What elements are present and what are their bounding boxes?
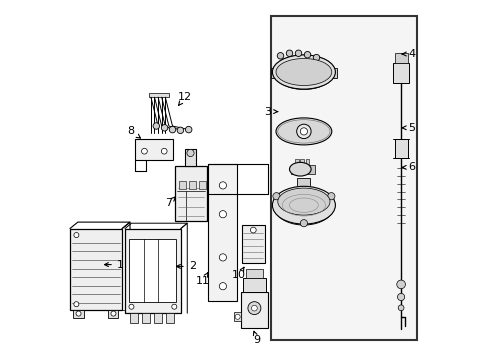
Bar (270, 68, 277, 78)
Circle shape (74, 233, 79, 238)
Bar (300, 159, 303, 164)
Circle shape (161, 125, 167, 131)
Bar (243, 278, 265, 292)
Text: 3: 3 (264, 107, 277, 117)
Bar (245, 269, 263, 278)
Circle shape (397, 293, 404, 301)
Text: 8: 8 (127, 126, 140, 138)
Circle shape (235, 314, 240, 319)
Text: 7: 7 (165, 197, 175, 208)
Bar (284, 127, 318, 136)
Circle shape (219, 283, 226, 290)
Circle shape (219, 182, 226, 189)
Bar (302, 165, 314, 174)
Bar (188, 181, 196, 189)
Bar (234, 312, 241, 321)
Bar (199, 181, 205, 189)
Text: 4: 4 (402, 49, 415, 59)
Circle shape (327, 193, 334, 200)
Text: 6: 6 (402, 162, 414, 172)
Circle shape (272, 193, 280, 200)
Circle shape (169, 126, 175, 133)
Ellipse shape (277, 188, 329, 215)
Ellipse shape (272, 186, 335, 224)
Bar (178, 181, 185, 189)
Bar (108, 310, 118, 318)
Ellipse shape (275, 118, 331, 145)
Circle shape (304, 51, 310, 58)
Text: 5: 5 (402, 123, 414, 133)
Circle shape (250, 227, 256, 233)
Bar (73, 310, 83, 318)
Circle shape (301, 62, 313, 75)
Bar (291, 165, 297, 174)
Bar (208, 164, 237, 301)
Bar (294, 159, 298, 164)
Circle shape (300, 128, 307, 135)
Bar (271, 16, 416, 340)
Bar (305, 159, 309, 164)
Circle shape (313, 54, 319, 61)
Bar (394, 139, 407, 158)
Circle shape (219, 211, 226, 218)
Bar (149, 93, 168, 97)
Circle shape (129, 304, 134, 309)
Circle shape (251, 305, 257, 311)
Circle shape (396, 280, 405, 289)
Circle shape (285, 50, 292, 57)
Circle shape (161, 148, 167, 154)
Circle shape (247, 302, 260, 315)
Bar (175, 166, 206, 221)
Circle shape (74, 302, 79, 307)
Circle shape (397, 305, 403, 311)
Bar (129, 239, 176, 302)
Text: 10: 10 (232, 267, 245, 280)
Circle shape (76, 311, 81, 316)
Bar (130, 313, 138, 323)
Circle shape (177, 127, 183, 134)
Bar (166, 313, 174, 323)
Bar (394, 53, 407, 63)
Bar (392, 63, 408, 83)
Bar (142, 313, 150, 323)
Circle shape (185, 126, 192, 133)
Ellipse shape (289, 162, 310, 176)
Text: 12: 12 (178, 92, 192, 105)
Circle shape (300, 220, 307, 227)
Circle shape (277, 53, 283, 59)
Circle shape (186, 149, 194, 157)
Text: 2: 2 (176, 261, 196, 271)
Text: 11: 11 (196, 273, 210, 286)
Ellipse shape (272, 55, 335, 89)
Bar (241, 292, 267, 328)
Bar (242, 225, 264, 263)
Circle shape (111, 311, 116, 316)
Circle shape (296, 124, 310, 139)
Text: 9: 9 (253, 331, 260, 345)
Bar (185, 149, 196, 166)
Circle shape (295, 50, 301, 57)
Bar (330, 68, 336, 78)
Ellipse shape (275, 58, 331, 85)
Bar (154, 313, 162, 323)
Circle shape (153, 123, 159, 129)
Bar (125, 229, 181, 313)
Bar (135, 139, 173, 160)
Text: 1: 1 (104, 260, 123, 270)
Circle shape (219, 254, 226, 261)
Bar (297, 178, 310, 189)
Circle shape (141, 148, 147, 154)
Circle shape (171, 304, 177, 309)
Bar (70, 229, 122, 310)
